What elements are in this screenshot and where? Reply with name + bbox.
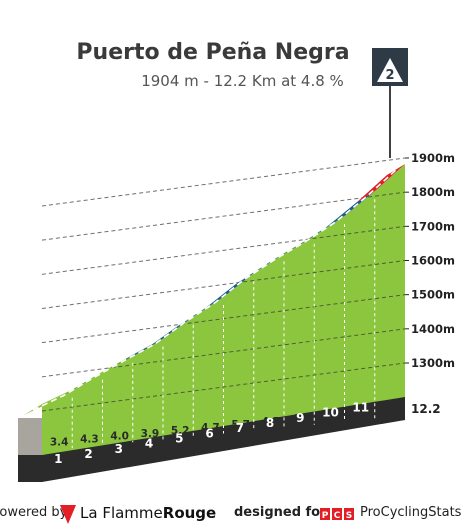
elevation-tick-label: 1400m <box>411 322 455 336</box>
brand-bold-text: Rouge <box>162 504 217 522</box>
elevation-gridline <box>41 328 406 378</box>
designed-for-label: designed for <box>234 505 327 520</box>
km-marker: 7 <box>236 421 244 435</box>
elevation-tick-label: 1600m <box>411 254 455 268</box>
gradient-label: 5.7 <box>231 419 250 431</box>
mountain-icon <box>377 58 403 82</box>
elevation-gridline <box>41 362 406 412</box>
gradient-label: 5.2 <box>171 425 190 437</box>
elevation-tick-label: 1800m <box>411 185 455 199</box>
gradient-label: 3.9 <box>141 428 160 440</box>
flamme-rouge-link[interactable]: La FlammeRouge <box>80 504 216 522</box>
pcs-logo-icon: P C S <box>320 508 354 520</box>
km-marker: 9 <box>296 411 304 425</box>
profile-base-dark <box>18 455 42 482</box>
km-marker: 2 <box>84 447 92 461</box>
gradient-label: 4.0 <box>110 431 129 443</box>
km-marker: 3 <box>115 442 123 456</box>
svg-text:S: S <box>346 511 352 520</box>
km-marker: 11 <box>352 401 369 415</box>
km-marker: 10 <box>322 406 339 420</box>
gradient-label: 4.7 <box>322 410 341 422</box>
gradient-label: 4.7 <box>262 416 281 428</box>
svg-text:C: C <box>334 511 341 520</box>
elevation-gridline <box>41 260 406 309</box>
profile-centerline <box>32 169 397 411</box>
gradient-label: 6.5 <box>383 404 402 416</box>
brand-light-text: La Flamme <box>80 504 163 522</box>
procyclingstats-link[interactable]: ProCyclingStats <box>360 505 462 520</box>
flamme-rouge-logo-icon <box>60 505 76 524</box>
elevation-gridline <box>41 157 406 207</box>
km-marker: 4 <box>145 437 153 451</box>
elevation-tick-label: 1500m <box>411 288 455 302</box>
footer: Powered by La FlammeRouge designed for P… <box>0 503 465 527</box>
km-marker: 1 <box>54 452 62 466</box>
climb-title: Puerto de Peña Negra <box>76 40 350 65</box>
gradient-label: 4.7 <box>201 422 220 434</box>
elevation-tick-label: 1300m <box>411 356 455 370</box>
km-marker: 8 <box>266 416 274 430</box>
elevation-tick-label: 1900m <box>411 151 455 165</box>
km-marker: 5 <box>175 432 183 446</box>
gradient-label: 4.2 <box>292 413 311 425</box>
elevation-gridline <box>41 225 406 275</box>
powered-by-label: Powered by <box>0 505 68 520</box>
elevation-gridline <box>41 191 406 241</box>
svg-text:P: P <box>322 511 329 520</box>
elevation-tick-label: 1700m <box>411 219 455 233</box>
climb-subtitle: 1904 m - 12.2 Km at 4.8 % <box>141 72 344 90</box>
gradient-label: 3.4 <box>50 437 69 449</box>
gradient-label: 5.9 <box>352 407 371 419</box>
gradient-label: 4.3 <box>80 434 99 446</box>
category-badge-label: 2 <box>385 68 394 83</box>
km-marker: 6 <box>205 426 213 440</box>
total-distance-label: 12.2 <box>411 402 441 416</box>
